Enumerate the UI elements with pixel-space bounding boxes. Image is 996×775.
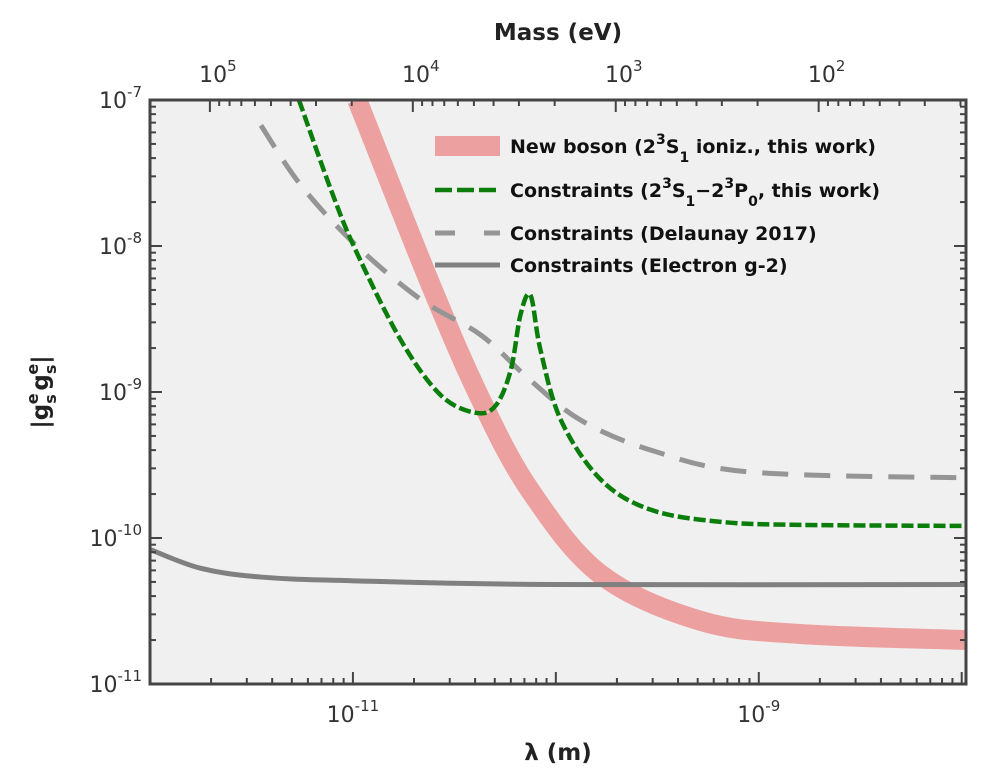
y-tick-label: 10-7 [99,83,142,114]
series-line-1 [296,100,966,529]
top-tick-label: 104 [402,57,440,88]
legend-label-0: New boson (23S1 ioniz., this work) [510,132,876,166]
top-axis-label: Mass (eV) [494,20,622,46]
x-axis-label: λ (m) [524,740,592,766]
y-tick-label: 10-10 [90,521,143,552]
legend-label-2: Constraints (Delaunay 2017) [510,223,817,245]
series-line-3 [150,547,966,588]
top-tick-label: 103 [605,57,643,88]
y-axis-label: |g_s^e g_s^e| [23,355,60,428]
x-tick-label: 10-11 [327,697,380,728]
legend-label-3: Constraints (Electron g-2) [510,255,788,277]
legend-label-1: Constraints (23S1−23P0, this work) [510,176,880,210]
y-tick-label: 10-11 [90,667,143,698]
top-tick-label: 102 [808,57,846,88]
y-tick-label: 10-9 [99,375,142,406]
legend: New boson (23S1 ioniz., this work) Constr… [435,132,880,277]
y-tick-label: 10-8 [99,229,142,260]
plot-frame [148,98,968,686]
series-line-0 [347,100,966,651]
x-tick-label: 10-9 [737,697,780,728]
top-tick-label: 105 [199,57,237,88]
